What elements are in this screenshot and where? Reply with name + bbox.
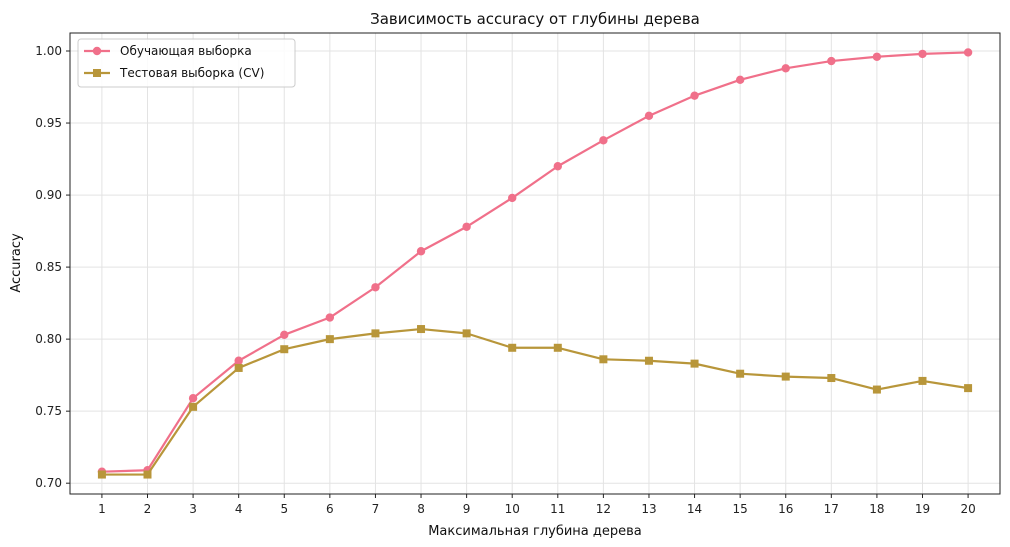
legend-label: Тестовая выборка (CV) [119,66,264,80]
data-point [508,343,517,352]
data-point [371,283,380,292]
x-tick-label: 10 [505,502,520,516]
y-tick-label: 0.95 [35,116,62,130]
legend-marker [92,46,102,56]
series-layer [97,48,973,479]
data-point [234,356,243,365]
plot-area [69,32,1001,495]
data-point [827,374,836,383]
legend: Обучающая выборка Тестовая выборка (CV) [77,38,296,88]
y-tick-label: 1.00 [35,44,62,58]
data-point [918,376,927,385]
x-tick-label: 4 [235,502,243,516]
series-line [101,327,969,476]
x-tick-label: 18 [869,502,884,516]
data-point [872,52,882,61]
x-tick-label: 3 [189,502,197,516]
data-point [462,329,471,338]
x-tick-label: 5 [280,502,288,516]
data-point [325,335,334,344]
x-tick-label: 17 [824,502,839,516]
data-point [599,355,608,364]
data-point [553,343,562,352]
x-tick-label: 20 [960,502,975,516]
data-point [599,136,608,145]
legend-box [77,38,296,88]
data-point [553,162,562,171]
data-point [690,359,699,368]
y-tick-label: 0.75 [35,404,62,418]
data-point [280,330,289,340]
y-tick-label: 0.80 [35,332,62,346]
data-point [462,222,471,231]
data-point [508,193,517,203]
x-tick-label: 8 [417,502,425,516]
data-point [781,64,790,73]
x-tick-label: 11 [550,502,565,516]
legend-label: Обучающая выборка [120,44,252,58]
x-tick-label: 13 [641,502,656,516]
data-point [371,329,380,338]
data-point [97,470,106,479]
x-tick-label: 15 [733,502,748,516]
x-tick-label: 6 [326,502,334,516]
data-point [280,345,289,354]
x-tick-label: 19 [915,502,930,516]
y-tick-label: 0.85 [35,260,62,274]
x-tick-label: 1 [98,502,106,516]
data-point [644,111,654,121]
series-line [101,51,969,473]
y-axis-label: Accuracy [9,233,24,293]
data-point [872,385,881,394]
x-tick-label: 16 [778,502,793,516]
data-point [416,247,426,256]
data-point [189,402,198,411]
data-point [417,325,426,334]
data-point [781,372,790,381]
chart-title: Зависимость accuracy от глубины дерева [370,10,700,28]
data-point [690,91,699,100]
y-axis: 0.70 0.75 0.80 0.85 0.90 0.95 1.00 [35,44,70,490]
x-tick-label: 9 [463,502,471,516]
data-point [735,75,745,85]
data-point [964,384,973,393]
data-point [736,369,745,378]
x-axis: 1 2 3 4 5 6 7 8 9 10 11 12 13 14 15 16 17 18 19 20 [98,494,976,516]
x-tick-label: 2 [144,502,152,516]
data-point [143,470,152,479]
y-tick-label: 0.70 [35,476,62,490]
y-tick-label: 0.90 [35,188,62,202]
data-point [644,356,653,365]
data-point [827,56,836,66]
x-tick-label: 7 [372,502,380,516]
data-point [963,48,973,57]
x-tick-label: 14 [687,502,702,516]
legend-marker [93,69,101,77]
x-tick-label: 12 [596,502,611,516]
data-point [918,49,927,59]
data-point [188,393,198,403]
data-point [325,313,335,322]
x-axis-label: Максимальная глубина дерева [428,524,642,539]
grid [70,33,1000,494]
data-point [234,363,243,372]
